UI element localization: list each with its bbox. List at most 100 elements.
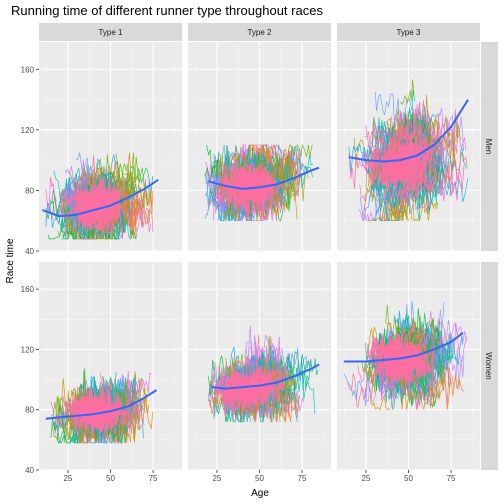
runner-line-core — [94, 184, 121, 213]
runner-line-core — [391, 159, 423, 182]
runner-line — [244, 325, 281, 365]
runner-line — [217, 199, 252, 222]
runner-line — [242, 144, 268, 168]
runner-line — [204, 175, 250, 221]
y-tick-label: 40 — [25, 247, 34, 256]
runner-line-core — [382, 343, 411, 372]
runner-line — [390, 193, 438, 222]
runner-line — [268, 144, 314, 189]
runner-line-core — [392, 328, 419, 350]
runner-line-core — [395, 357, 410, 393]
x-tick-label: 75 — [149, 474, 158, 483]
runner-line — [104, 375, 145, 416]
runner-line — [90, 154, 127, 203]
runner-line — [420, 115, 452, 152]
runner-line — [209, 384, 224, 415]
chart-panels — [39, 42, 480, 471]
runner-line — [376, 126, 389, 145]
runner-line-core — [372, 352, 394, 373]
runner-line-core — [85, 215, 97, 233]
runner-line — [364, 377, 395, 404]
runner-line — [361, 362, 372, 382]
chart-title: Running time of different runner type th… — [11, 3, 323, 18]
runner-line — [77, 423, 88, 444]
smooth-trend-line — [42, 178, 159, 218]
facet-strip-row — [481, 42, 498, 251]
runner-line-core — [409, 349, 436, 375]
runner-line — [347, 373, 368, 409]
runner-line — [107, 163, 148, 199]
runner-line-core — [224, 187, 246, 211]
runner-line-core — [240, 364, 270, 393]
runner-line-core — [412, 348, 427, 367]
runner-line-core — [387, 336, 399, 350]
runner-line-core — [244, 368, 267, 402]
runner-line-core — [63, 189, 79, 207]
runner-line-core — [385, 180, 415, 208]
facet-panel-type-2-men — [188, 42, 331, 252]
runner-line — [78, 424, 97, 443]
runner-line — [281, 347, 312, 381]
facet-strip-column — [39, 23, 182, 41]
runner-line — [371, 172, 410, 220]
runner-line-core — [234, 186, 249, 211]
runner-line — [437, 309, 467, 345]
smooth-trend-line — [348, 99, 469, 163]
facet-strip-column — [337, 23, 480, 41]
x-tick-label: 50 — [106, 474, 115, 483]
runner-line-core — [379, 132, 411, 159]
runner-line — [405, 100, 432, 135]
runner-line — [90, 376, 101, 400]
runner-line — [52, 403, 70, 439]
facet-strip-label: Women — [484, 352, 493, 379]
facet-strip-label: Type 3 — [396, 28, 421, 37]
runner-line-core — [399, 179, 418, 207]
facet-panel-type-2-women — [188, 262, 331, 471]
runner-line-core — [398, 124, 416, 148]
smooth-trend-line — [208, 166, 320, 190]
x-tick-label: 50 — [404, 474, 413, 483]
y-tick-label: 40 — [25, 466, 34, 475]
runner-line-core — [238, 166, 266, 190]
runner-line — [234, 395, 250, 423]
runner-line-core — [75, 405, 107, 430]
chart-axes: 40 80 120 160 25 50 75 40 80 120 160 25 50 75 25 50 75 — [21, 65, 456, 483]
y-tick-label: 80 — [25, 186, 34, 195]
facet-strips: Type 1 Type 2 Type 3 Men Women — [39, 23, 498, 470]
facet-panel-type-3-women — [337, 262, 480, 471]
x-tick-label: 50 — [255, 474, 264, 483]
x-axis-title: Age — [251, 488, 269, 499]
smooth-trend-line — [211, 363, 320, 390]
runner-line — [418, 178, 435, 213]
y-tick-label: 120 — [21, 126, 35, 135]
x-tick-label: 25 — [63, 474, 72, 483]
runner-line-core — [401, 147, 430, 170]
runner-line — [369, 395, 391, 411]
x-tick-label: 75 — [298, 474, 307, 483]
runner-line — [443, 118, 467, 153]
facet-strip-label: Type 1 — [98, 28, 123, 37]
facet-strip-label: Type 2 — [247, 28, 272, 37]
y-axis-title: Race time — [5, 238, 16, 283]
y-tick-label: 80 — [25, 406, 34, 415]
runner-line — [360, 147, 371, 174]
runner-line — [403, 375, 445, 410]
runner-line — [286, 143, 314, 162]
runner-line-core — [87, 389, 113, 421]
x-tick-label: 75 — [447, 474, 456, 483]
runner-line-core — [232, 191, 253, 203]
runner-line-core — [73, 186, 89, 213]
runner-line-core — [223, 159, 253, 177]
runner-line — [117, 370, 152, 413]
x-tick-label: 25 — [361, 474, 370, 483]
y-tick-label: 120 — [21, 345, 35, 354]
runner-line-core — [221, 377, 246, 406]
runner-line-core — [69, 402, 84, 422]
runner-lines — [45, 152, 154, 241]
runner-line — [343, 373, 372, 407]
facet-panel-type-3-men — [337, 42, 480, 252]
runner-line — [114, 374, 137, 414]
facet-strip-row — [481, 262, 498, 470]
runner-line — [395, 375, 439, 410]
